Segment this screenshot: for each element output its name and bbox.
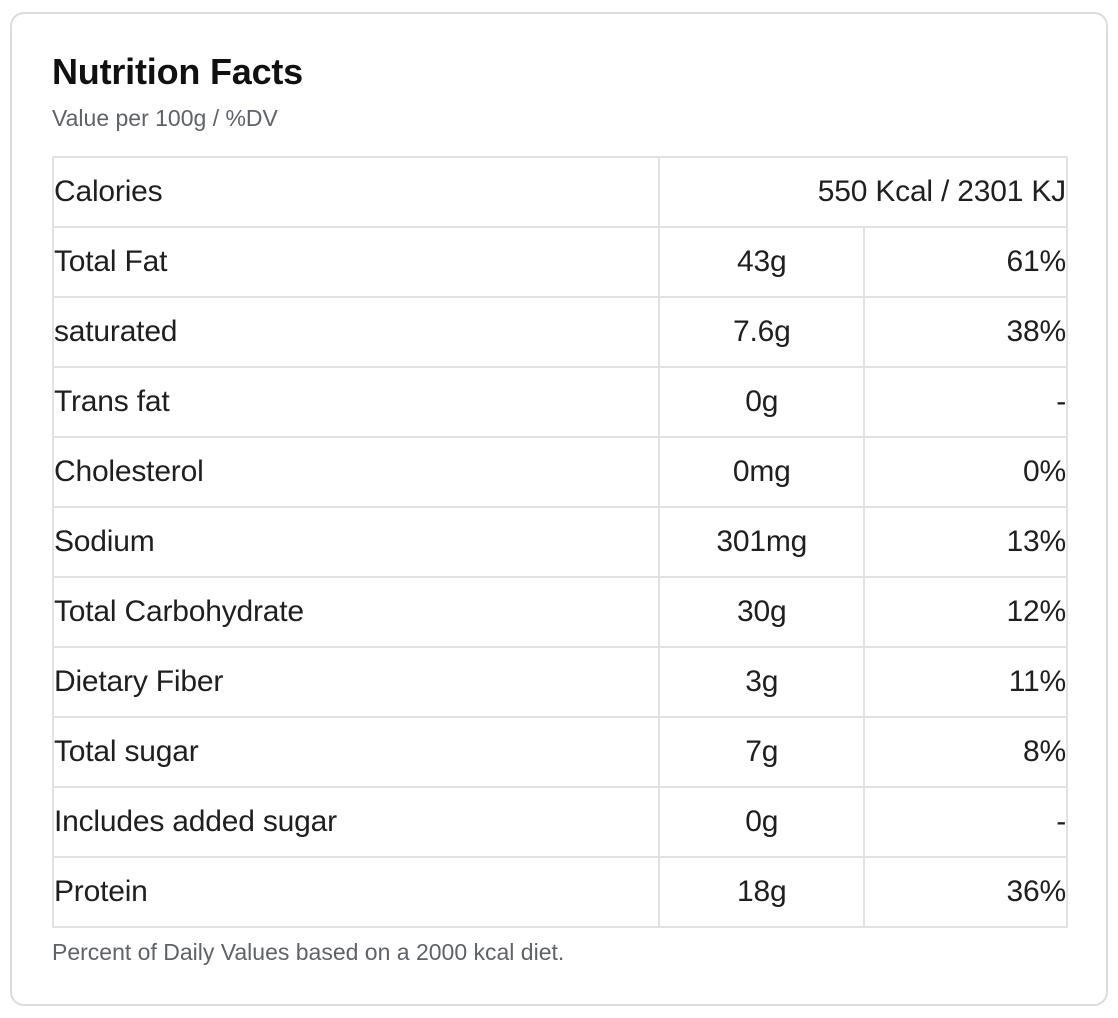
amount-value: 18g bbox=[658, 856, 866, 928]
daily-values-footnote: Percent of Daily Values based on a 2000 … bbox=[52, 939, 565, 965]
nutrient-label: Sodium bbox=[51, 506, 661, 578]
nutrient-label: Protein bbox=[51, 856, 661, 928]
table-row-protein: Protein 18g 36% bbox=[51, 856, 1068, 928]
nutrient-label: Cholesterol bbox=[51, 436, 661, 508]
amount-value: 43g bbox=[658, 226, 866, 298]
table-row-total-sugar: Total sugar 7g 8% bbox=[51, 716, 1068, 788]
table-row-trans-fat: Trans fat 0g - bbox=[51, 366, 1068, 438]
nutrient-label: Includes added sugar bbox=[51, 786, 661, 858]
amount-value: 7.6g bbox=[658, 296, 866, 368]
table-row-cholesterol: Cholesterol 0mg 0% bbox=[51, 436, 1068, 508]
table-row-total-carbohydrate: Total Carbohydrate 30g 12% bbox=[51, 576, 1068, 648]
nutrition-table: Calories 550 Kcal / 2301 KJ Total Fat 43… bbox=[51, 156, 1068, 928]
daily-value: - bbox=[863, 786, 1068, 858]
daily-value: - bbox=[863, 366, 1068, 438]
calories-value: 550 Kcal / 2301 KJ bbox=[658, 156, 1068, 228]
daily-value: 11% bbox=[863, 646, 1068, 718]
table-row-sodium: Sodium 301mg 13% bbox=[51, 506, 1068, 578]
page-title: Nutrition Facts bbox=[52, 51, 304, 92]
daily-value: 0% bbox=[863, 436, 1068, 508]
amount-value: 0g bbox=[658, 366, 866, 438]
amount-value: 0mg bbox=[658, 436, 866, 508]
nutrient-label: Total Fat bbox=[51, 226, 661, 298]
nutrient-label: Total sugar bbox=[51, 716, 661, 788]
amount-value: 7g bbox=[658, 716, 866, 788]
amount-value: 3g bbox=[658, 646, 866, 718]
nutrient-label: Calories bbox=[51, 156, 661, 228]
daily-value: 36% bbox=[863, 856, 1068, 928]
table-row-calories: Calories 550 Kcal / 2301 KJ bbox=[51, 156, 1068, 228]
nutrient-label: Trans fat bbox=[51, 366, 661, 438]
table-row-total-fat: Total Fat 43g 61% bbox=[51, 226, 1068, 298]
amount-value: 30g bbox=[658, 576, 866, 648]
daily-value: 12% bbox=[863, 576, 1068, 648]
daily-value: 13% bbox=[863, 506, 1068, 578]
nutrient-label: Dietary Fiber bbox=[51, 646, 661, 718]
daily-value: 38% bbox=[863, 296, 1068, 368]
amount-value: 0g bbox=[658, 786, 866, 858]
table-row-saturated: saturated 7.6g 38% bbox=[51, 296, 1068, 368]
nutrient-label: saturated bbox=[51, 296, 661, 368]
nutrient-label: Total Carbohydrate bbox=[51, 576, 661, 648]
table-row-added-sugar: Includes added sugar 0g - bbox=[51, 786, 1068, 858]
table-row-dietary-fiber: Dietary Fiber 3g 11% bbox=[51, 646, 1068, 718]
amount-value: 301mg bbox=[658, 506, 866, 578]
serving-subtitle: Value per 100g / %DV bbox=[52, 105, 278, 131]
daily-value: 8% bbox=[863, 716, 1068, 788]
nutrition-facts-card: Nutrition Facts Value per 100g / %DV Cal… bbox=[10, 12, 1108, 1006]
daily-value: 61% bbox=[863, 226, 1068, 298]
